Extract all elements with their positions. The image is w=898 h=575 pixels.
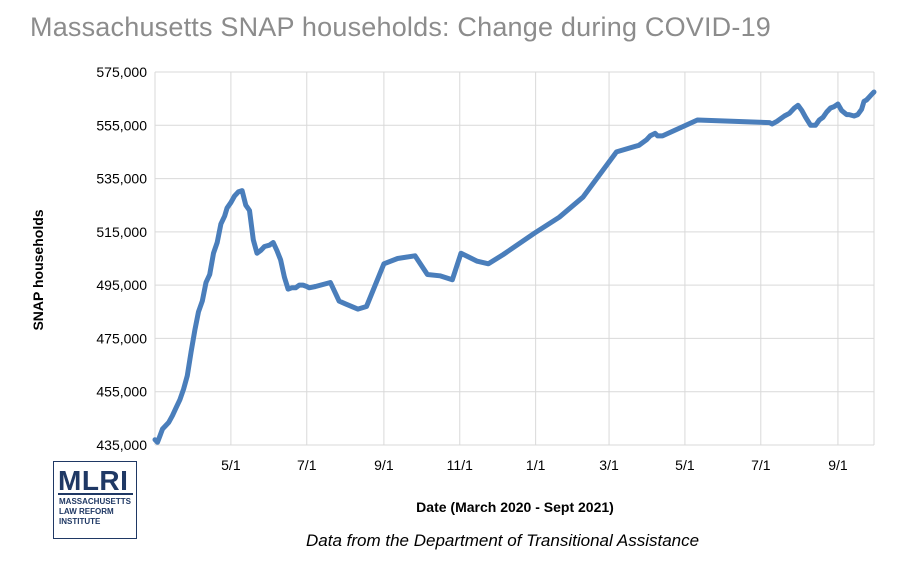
y-tick-label: 535,000 <box>96 171 147 187</box>
x-axis-label: Date (March 2020 - Sept 2021) <box>416 499 614 515</box>
y-tick-label: 435,000 <box>96 437 147 453</box>
logo-divider <box>58 493 133 495</box>
y-tick-label: 575,000 <box>96 64 147 80</box>
chart-title: Massachusetts SNAP households: Change du… <box>30 12 771 42</box>
y-axis-ticks: 435,000 455,000 475,000 495,000 515,000 535,0… <box>96 64 147 453</box>
y-tick-label: 515,000 <box>96 224 147 240</box>
logo-mark: MLRI <box>58 465 129 496</box>
x-tick-label: 5/1 <box>221 457 241 473</box>
x-tick-label: 9/1 <box>374 457 394 473</box>
y-tick-label: 475,000 <box>96 330 147 346</box>
x-tick-label: 7/1 <box>751 457 771 473</box>
logo-subtitle: MASSACHUSETTS LAW REFORM INSTITUTE <box>59 497 132 526</box>
x-tick-label: 11/1 <box>447 457 473 473</box>
x-tick-label: 3/1 <box>599 457 619 473</box>
y-tick-label: 555,000 <box>96 117 147 133</box>
y-tick-label: 495,000 <box>96 277 147 293</box>
source-note: Data from the Department of Transitional… <box>306 531 700 550</box>
y-tick-label: 455,000 <box>96 384 147 400</box>
series-line-snap-households <box>152 89 877 445</box>
y-axis-label: SNAP households <box>30 209 46 330</box>
x-axis-ticks: 5/1 7/1 9/1 11/1 1/1 3/1 5/1 7/1 9/1 <box>221 457 848 473</box>
x-tick-label: 7/1 <box>297 457 317 473</box>
x-tick-label: 1/1 <box>526 457 546 473</box>
mlri-logo: MLRI MASSACHUSETTS LAW REFORM INSTITUTE <box>53 461 137 539</box>
x-tick-label: 5/1 <box>675 457 695 473</box>
gridlines <box>154 71 875 446</box>
series-layer <box>152 89 877 445</box>
x-tick-label: 9/1 <box>828 457 848 473</box>
